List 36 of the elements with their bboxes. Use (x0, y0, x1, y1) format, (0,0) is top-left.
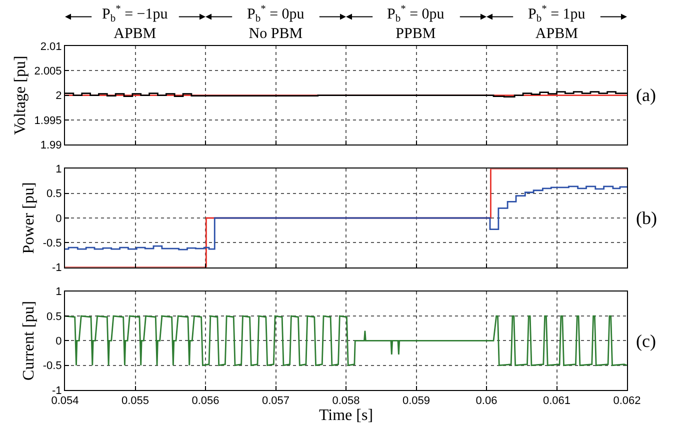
text: P$_{b}$$^{*}$ = −1pu APBM (102, 4, 168, 42)
y-tick-label: -0.5 (42, 360, 62, 372)
y-tick-label: 0 (56, 336, 62, 348)
x-tick-label: 0.056 (192, 395, 220, 408)
y-tick-label: 2 (56, 90, 62, 102)
text: (a) (636, 85, 656, 105)
y-tick-label: 1.99 (40, 139, 62, 152)
x-tick-label: 0.058 (332, 395, 360, 408)
x-axis-title: Time [s] (318, 407, 374, 424)
x-tick-label: 0.062 (613, 395, 641, 408)
text: P$_{b}$$^{*}$ = 1pu APBM (528, 4, 586, 42)
x-tick-label: 0.057 (262, 395, 290, 408)
x-tick-label: 0.06 (476, 395, 498, 408)
x-tick-label: 0.059 (402, 395, 430, 408)
y-tick-label: 1.995 (34, 114, 62, 127)
x-tick-label: 0.054 (51, 395, 79, 408)
text: (b) (636, 208, 657, 228)
text: (c) (636, 331, 656, 351)
y-axis-title: Power [pu] (20, 182, 38, 254)
y-tick-label: 1 (56, 286, 62, 298)
y-tick-label: 0.5 (46, 188, 62, 200)
y-tick-label: 0 (56, 212, 62, 225)
y-tick-label: 0.5 (46, 310, 62, 323)
x-tick-label: 0.055 (121, 395, 150, 408)
y-axis-title: Voltage [pu] (12, 56, 30, 135)
line-series (65, 315, 627, 366)
y-tick-label: 1 (56, 164, 62, 176)
y-tick-label: 2.005 (34, 66, 62, 78)
y-tick-label: -1 (52, 262, 62, 274)
text: P$_{b}$$^{*}$ = 0pu No PBM (247, 4, 305, 42)
x-tick-label: 0.061 (542, 395, 571, 408)
y-tick-label: 2.01 (40, 40, 62, 53)
text: P$_{b}$$^{*}$ = 0pu PPBM (387, 4, 445, 42)
y-tick-label: -0.5 (42, 238, 62, 250)
y-axis-title: Current [pu] (20, 300, 38, 380)
y-tick-label: -1 (52, 384, 62, 397)
